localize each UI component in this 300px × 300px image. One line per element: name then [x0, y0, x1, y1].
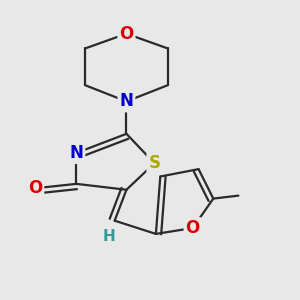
Text: O: O — [186, 219, 200, 237]
Text: H: H — [102, 230, 115, 244]
Text: O: O — [119, 25, 134, 43]
Text: N: N — [119, 92, 134, 110]
Text: S: S — [148, 154, 160, 172]
Text: O: O — [28, 179, 42, 197]
Text: N: N — [70, 144, 83, 162]
